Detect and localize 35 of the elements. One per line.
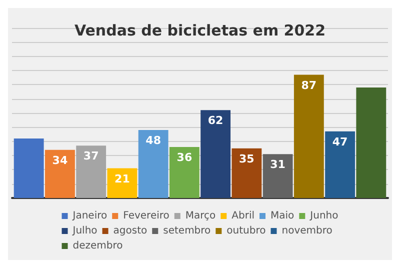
legend-label: Maio (270, 210, 294, 222)
data-label: 37 (83, 150, 99, 163)
legend-label: novembro (282, 226, 332, 236)
data-label: 47 (332, 135, 348, 148)
data-label: 36 (176, 151, 192, 164)
data-label: 62 (208, 114, 224, 128)
chart-title: Vendas de bicicletas em 2022 (74, 22, 326, 40)
legend-label: dezembro (72, 240, 123, 252)
legend-label: Junho (309, 210, 338, 222)
bar (169, 147, 200, 198)
data-label: 35 (239, 152, 254, 166)
bar (356, 88, 386, 198)
legend-label: Março (185, 210, 216, 222)
data-label: 31 (270, 158, 286, 172)
data-label: 21 (114, 172, 130, 186)
legend-label: outubro (226, 226, 266, 236)
legend-label: Julho (72, 226, 98, 236)
bar (262, 154, 293, 198)
data-label: 34 (52, 154, 68, 167)
bar (294, 74, 324, 198)
bar (232, 148, 262, 198)
bar (45, 150, 75, 198)
data-label: 48 (146, 134, 161, 147)
bar (200, 110, 231, 198)
bar (14, 138, 44, 198)
data-label: 87 (301, 78, 317, 92)
bar (138, 130, 168, 198)
legend-label: Janeiro (72, 210, 108, 222)
legend-label: Fevereiro (123, 210, 170, 222)
legend-label: setembro (163, 226, 211, 236)
legend-label: agosto (113, 226, 148, 236)
bar (107, 168, 138, 198)
bar (76, 146, 106, 198)
bar (325, 131, 355, 198)
legend-label: Abril (232, 210, 255, 222)
